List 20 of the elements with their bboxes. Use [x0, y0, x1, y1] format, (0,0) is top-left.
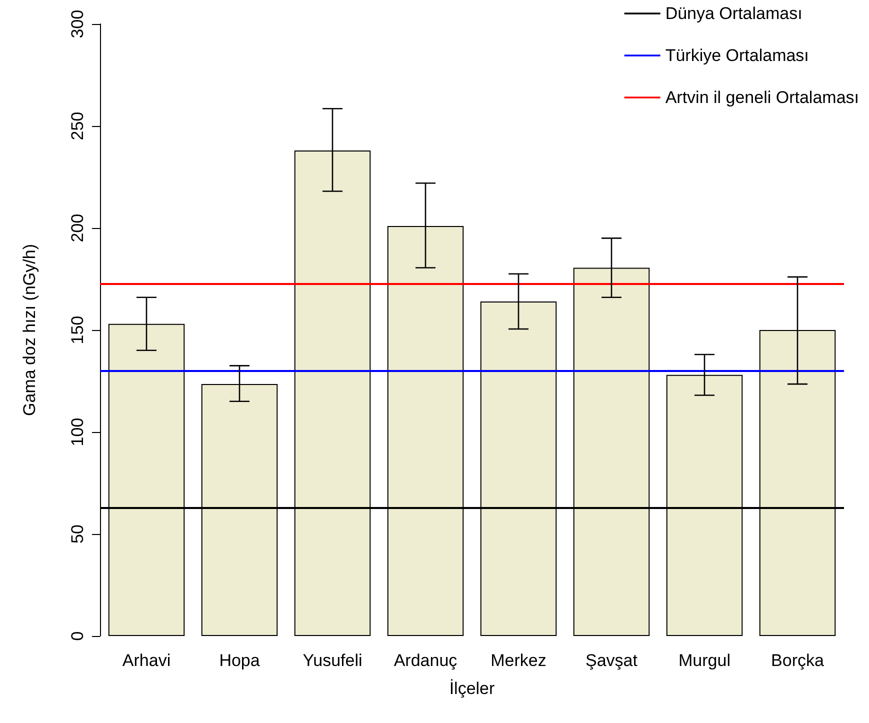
- x-tick-label: Şavşat: [586, 651, 638, 670]
- y-tick-label: 50: [68, 524, 87, 544]
- y-tick-label: 250: [68, 112, 87, 140]
- legend-label: Artvin il geneli Ortalaması: [665, 88, 860, 107]
- x-tick-label: Yusufeli: [302, 651, 362, 670]
- legend-label: Türkiye Ortalaması: [665, 46, 809, 65]
- x-tick-label: Arhavi: [122, 651, 171, 670]
- y-tick-label: 0: [68, 631, 87, 641]
- x-tick-label: Hopa: [219, 651, 260, 670]
- x-axis-title: İlçeler: [449, 679, 496, 698]
- y-tick-label: 300: [68, 10, 87, 38]
- y-tick-label: 100: [68, 418, 87, 446]
- y-axis-title: Gama doz hızı (nGy/h): [20, 244, 39, 416]
- y-tick-label: 200: [68, 214, 87, 242]
- x-tick-label: Borçka: [771, 651, 824, 670]
- legend-label: Dünya Ortalaması: [665, 4, 802, 23]
- x-tick-label: Murgul: [678, 651, 730, 670]
- x-tick-label: Ardanuç: [394, 651, 458, 670]
- x-tick-label: Merkez: [490, 651, 546, 670]
- y-tick-label: 150: [68, 316, 87, 344]
